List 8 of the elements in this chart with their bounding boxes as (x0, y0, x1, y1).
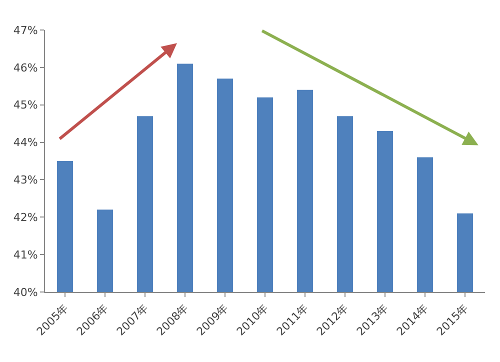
y-tick-label: 47% (13, 24, 38, 37)
y-tick-label: 44% (13, 136, 38, 150)
y-tick-label: 42% (13, 210, 38, 224)
y-tick-label: 41% (13, 248, 38, 262)
y-tick-label: 45% (13, 98, 38, 112)
y-tick-label: 40% (13, 286, 38, 299)
y-tick-label: 43% (13, 174, 38, 187)
y-tick-label: 46% (13, 61, 38, 74)
